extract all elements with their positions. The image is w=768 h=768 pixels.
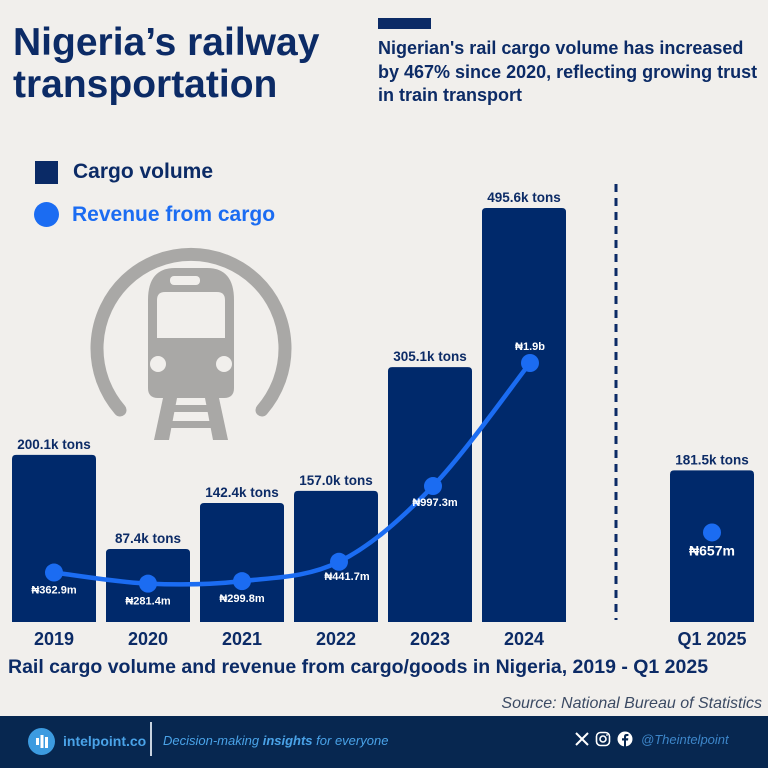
tagline-bold: insights (262, 733, 313, 748)
social-links: @Theintelpoint (575, 731, 729, 747)
cargo-bar (12, 454, 96, 622)
cargo-value-label: 200.1k tons (17, 437, 91, 452)
revenue-point (703, 523, 721, 542)
x-tick-label: Q1 2025 (677, 629, 746, 649)
footer-divider (150, 722, 152, 756)
revenue-point (330, 552, 348, 571)
legend-cargo: Cargo volume (35, 160, 213, 184)
intelpoint-logo-icon (28, 728, 55, 755)
cargo-bar (670, 470, 754, 622)
legend-cargo-label: Cargo volume (73, 160, 214, 183)
tagline-pre: Decision-making (163, 733, 263, 748)
x-tick-label: 2020 (128, 629, 168, 649)
x-tick-label: 2019 (34, 629, 74, 649)
revenue-point (233, 572, 251, 591)
revenue-value-label: ₦441.7m (324, 571, 369, 583)
cargo-value-label: 495.6k tons (487, 190, 561, 205)
revenue-point (424, 477, 442, 496)
revenue-point (45, 563, 63, 582)
cargo-value-label: 87.4k tons (115, 531, 181, 546)
title-line-1: Nigeria’s railway (13, 21, 320, 64)
title-line-2: transportation (13, 63, 278, 106)
cargo-bar (200, 503, 284, 622)
social-handle[interactable]: @Theintelpoint (641, 731, 729, 747)
x-tick-label: 2022 (316, 629, 356, 649)
chart-caption: Rail cargo volume and revenue from cargo… (8, 656, 709, 678)
cargo-bar (388, 367, 472, 622)
revenue-point (139, 574, 157, 593)
cargo-value-label: 142.4k tons (205, 485, 279, 500)
brand-link[interactable]: intelpoint.co (63, 733, 147, 749)
chart: 200.1k tons 2019 ₦362.9m 87.4k tons 2020 ₦281… (12, 184, 754, 649)
legend-revenue-label: Revenue from cargo (72, 202, 276, 226)
x-icon[interactable] (575, 732, 589, 746)
revenue-value-label: ₦997.3m (412, 497, 457, 509)
revenue-point (521, 354, 539, 372)
x-tick-label: 2021 (222, 629, 262, 649)
legend-revenue: Revenue from cargo (34, 202, 276, 227)
cargo-bar (482, 208, 566, 622)
page-title: Nigeria’s railway transportation (13, 22, 319, 106)
tagline: Decision-making insights for everyone (163, 733, 388, 748)
instagram-icon[interactable] (595, 731, 611, 747)
subtitle-accent-bar (378, 18, 431, 29)
revenue-value-label: ₦281.4m (125, 596, 170, 608)
revenue-value-label: ₦362.9m (31, 585, 76, 597)
legend-square-icon (35, 160, 58, 184)
facebook-icon[interactable] (617, 731, 633, 747)
cargo-value-label: 181.5k tons (675, 452, 749, 467)
revenue-value-label: ₦657m (689, 542, 735, 558)
revenue-value-label: ₦1.9b (515, 341, 545, 353)
source-note: Source: National Bureau of Statistics (501, 695, 762, 712)
tagline-post: for everyone (312, 733, 389, 748)
cargo-value-label: 157.0k tons (299, 473, 373, 488)
train-icon (90, 247, 292, 440)
subtitle: Nigerian's rail cargo volume has increas… (378, 38, 758, 105)
revenue-value-label: ₦299.8m (219, 593, 264, 605)
x-tick-label: 2023 (410, 629, 450, 649)
cargo-value-label: 305.1k tons (393, 349, 467, 364)
x-tick-label: 2024 (504, 629, 544, 649)
footer: intelpoint.co Decision-making insights f… (0, 716, 768, 768)
legend-dot-icon (34, 202, 59, 227)
